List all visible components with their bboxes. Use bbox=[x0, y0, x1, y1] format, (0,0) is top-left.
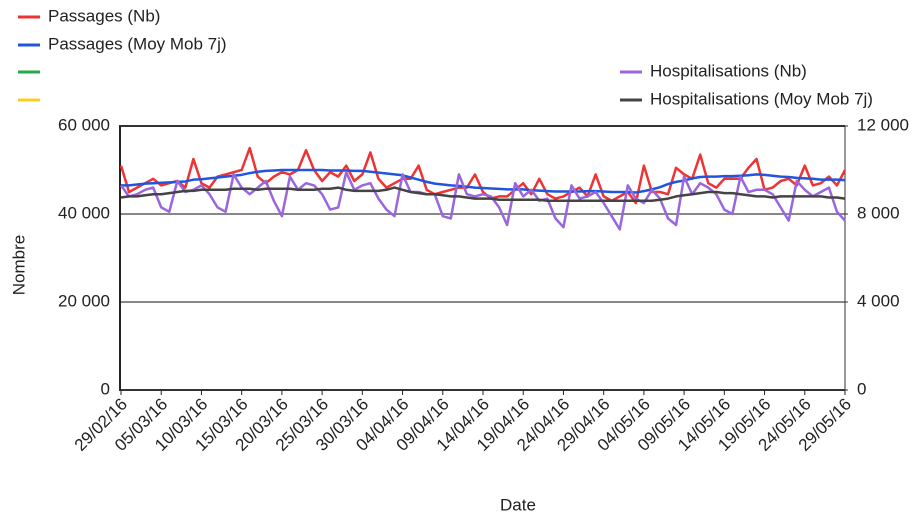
x-axis-title: Date bbox=[500, 495, 536, 514]
series-line bbox=[121, 168, 846, 194]
legend-label: Passages (Nb) bbox=[48, 6, 160, 25]
y-tick-label: 20 000 bbox=[58, 291, 110, 310]
y-tick-label: 40 000 bbox=[58, 203, 110, 222]
y-tick-label: 60 000 bbox=[58, 115, 110, 134]
y-tick-label: 0 bbox=[101, 379, 110, 398]
y2-tick-label: 4 000 bbox=[857, 291, 900, 310]
series-line bbox=[119, 170, 846, 231]
y2-tick-label: 12 000 bbox=[857, 115, 909, 134]
series-line bbox=[120, 186, 846, 203]
legend-label: Passages (Moy Mob 7j) bbox=[48, 34, 227, 53]
legend-label: Hospitalisations (Moy Mob 7j) bbox=[650, 89, 873, 108]
y2-tick-label: 0 bbox=[857, 379, 866, 398]
y2-tick-label: 8 000 bbox=[857, 203, 900, 222]
y-axis-title: Nombre bbox=[9, 235, 28, 295]
series-line bbox=[119, 146, 847, 205]
legend-label: Hospitalisations (Nb) bbox=[650, 61, 807, 80]
